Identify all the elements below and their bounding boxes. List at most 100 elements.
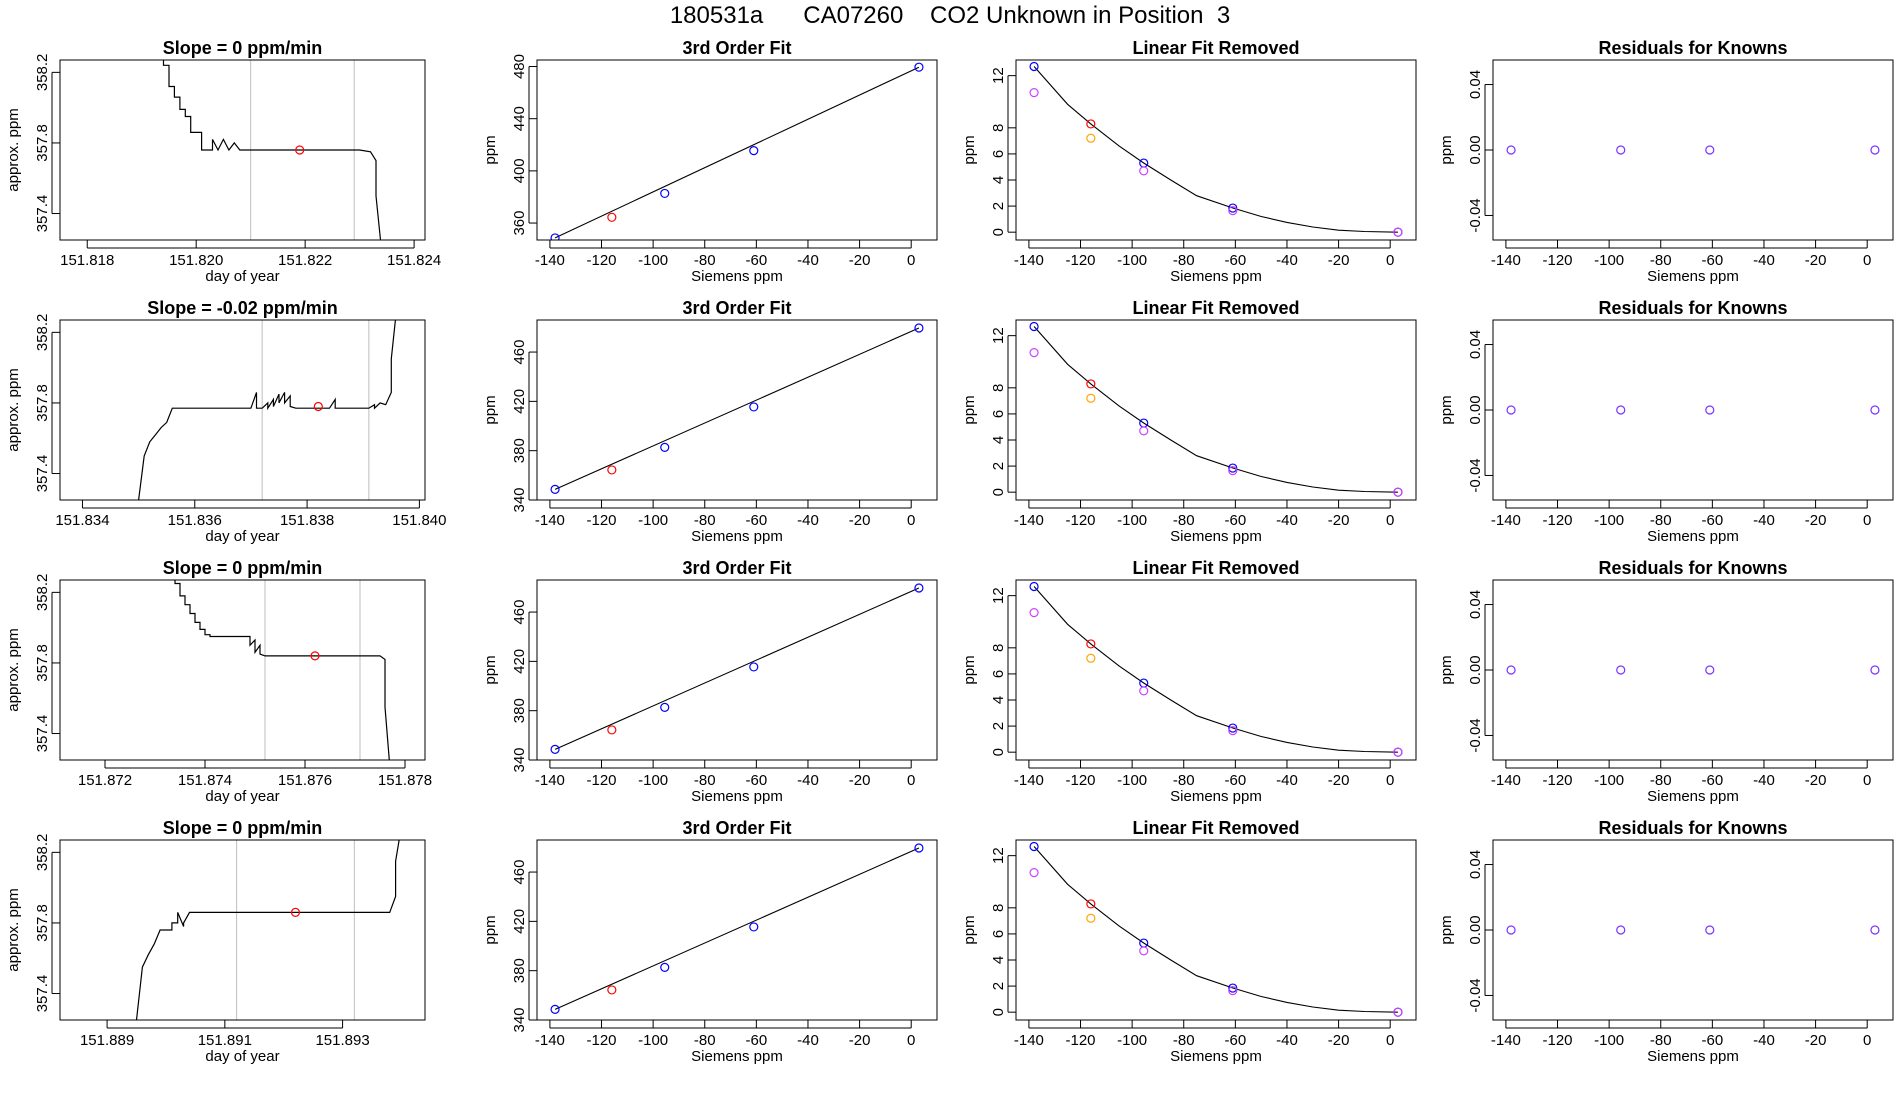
y-tick-label: 0.04 bbox=[1467, 330, 1484, 359]
y-tick-label: 400 bbox=[511, 158, 528, 183]
row1-residuals-panel: Residuals for Knowns -140 -120 -100 -80 -60 -4… bbox=[1438, 38, 1894, 285]
linear_point-point bbox=[1228, 986, 1238, 996]
residual-point bbox=[1870, 925, 1880, 935]
x-tick-label: -40 bbox=[1276, 512, 1298, 529]
fit-curve bbox=[1033, 66, 1398, 233]
y-tick-label: 0.00 bbox=[1467, 135, 1484, 164]
x-tick-label: -140 bbox=[535, 252, 565, 269]
row2-linear-removed-frame bbox=[1015, 319, 1417, 501]
linear_point-point bbox=[1393, 1007, 1403, 1017]
x-tick-label: -20 bbox=[1328, 772, 1350, 789]
y-tick-label: 340 bbox=[511, 747, 528, 772]
y-axis-label: ppm bbox=[1438, 395, 1455, 424]
linear_point-point bbox=[1029, 348, 1039, 358]
y-axis-label: approx. ppm bbox=[5, 108, 22, 191]
known-point bbox=[550, 1004, 560, 1014]
y-axis-label: ppm bbox=[482, 915, 499, 944]
x-tick-label: -140 bbox=[1014, 252, 1044, 269]
y-tick-label: 12 bbox=[990, 67, 1007, 84]
row3-fit-frame bbox=[536, 579, 938, 761]
x-tick-label: -80 bbox=[1650, 252, 1672, 269]
y-tick-label: 8 bbox=[990, 384, 1007, 392]
known-point bbox=[660, 442, 670, 452]
row4-fit-panel: 3rd Order Fit -140 -120 -100 -80 -60 -40 -20 0 Si… bbox=[482, 818, 938, 1065]
row1-linear-removed-data bbox=[1029, 61, 1403, 237]
row4-linear-removed-frame bbox=[1015, 839, 1417, 1021]
unknown-point bbox=[607, 725, 617, 735]
x-tick-label: -140 bbox=[1014, 772, 1044, 789]
row2-fit-title: 3rd Order Fit bbox=[682, 298, 791, 318]
x-tick-label: -100 bbox=[1117, 252, 1147, 269]
known-point bbox=[660, 962, 670, 972]
y-tick-label: 357.8 bbox=[34, 904, 51, 942]
x-tick-label: -20 bbox=[1328, 1032, 1350, 1049]
x-tick-label: -100 bbox=[638, 252, 668, 269]
unknown-point bbox=[607, 212, 617, 222]
known-point bbox=[914, 843, 924, 853]
x-tick-label: 151.893 bbox=[315, 1032, 369, 1049]
x-tick-label: -40 bbox=[1276, 772, 1298, 789]
y-tick-label: 340 bbox=[511, 1007, 528, 1032]
x-tick-label: 0 bbox=[1386, 252, 1394, 269]
mean-marker bbox=[313, 401, 323, 412]
row3-time-panel: Slope = 0 ppm/min 151.872 151.874 151.876 15… bbox=[5, 558, 432, 805]
x-tick-label: -140 bbox=[1491, 772, 1521, 789]
x-tick-label: -120 bbox=[1543, 252, 1573, 269]
x-tick-label: 151.878 bbox=[378, 772, 432, 789]
known-point bbox=[914, 583, 924, 593]
x-tick-label: 151.891 bbox=[198, 1032, 252, 1049]
x-tick-label: -40 bbox=[797, 1032, 819, 1049]
known-point bbox=[1029, 61, 1039, 72]
x-tick-label: -80 bbox=[694, 512, 716, 529]
x-tick-label: 151.874 bbox=[178, 772, 232, 789]
concentration-trace bbox=[162, 60, 382, 240]
row4-residuals-frame bbox=[1492, 839, 1894, 1021]
x-axis-label: day of year bbox=[205, 788, 279, 805]
x-tick-label: -80 bbox=[1650, 772, 1672, 789]
linear_point-point bbox=[1029, 608, 1039, 618]
x-tick-label: -60 bbox=[1702, 252, 1724, 269]
x-tick-label: -120 bbox=[587, 512, 617, 529]
x-tick-label: 0 bbox=[1386, 772, 1394, 789]
fit-curve bbox=[1033, 846, 1398, 1013]
unknown-point bbox=[607, 465, 617, 475]
fit-curve bbox=[554, 66, 920, 239]
row3-fit-title: 3rd Order Fit bbox=[682, 558, 791, 578]
x-tick-label: -140 bbox=[535, 772, 565, 789]
row1-residuals-frame bbox=[1492, 59, 1894, 241]
known-point bbox=[550, 744, 560, 754]
x-tick-label: -100 bbox=[1594, 252, 1624, 269]
row4-residuals-data bbox=[1506, 925, 1880, 935]
row2-residuals-data bbox=[1506, 405, 1880, 415]
row3-residuals-title: Residuals for Knowns bbox=[1598, 558, 1787, 578]
row4-linear-removed-panel: Linear Fit Removed -140 -120 -100 -80 -60 -40 -… bbox=[961, 818, 1417, 1065]
row4-residuals-title: Residuals for Knowns bbox=[1598, 818, 1787, 838]
y-tick-label: 2 bbox=[990, 462, 1007, 470]
x-tick-label: -80 bbox=[1173, 512, 1195, 529]
x-tick-label: -80 bbox=[1173, 1032, 1195, 1049]
linear_point-point bbox=[1228, 726, 1238, 736]
y-tick-label: 358.2 bbox=[34, 834, 51, 872]
x-tick-label: -120 bbox=[587, 1032, 617, 1049]
y-axis-label: approx. ppm bbox=[5, 368, 22, 451]
residual-point bbox=[1705, 665, 1715, 675]
x-tick-label: -80 bbox=[1173, 772, 1195, 789]
x-tick-label: -140 bbox=[1014, 512, 1044, 529]
x-tick-label: 151.840 bbox=[392, 512, 446, 529]
residual-point bbox=[1705, 145, 1715, 155]
x-tick-label: -60 bbox=[746, 252, 768, 269]
linear_point-point bbox=[1139, 426, 1149, 436]
y-tick-label: 357.8 bbox=[34, 124, 51, 162]
figure-title: 180531a CA07260 CO2 Unknown in Position … bbox=[669, 2, 1231, 29]
x-tick-label: -120 bbox=[1543, 512, 1573, 529]
x-axis-label: day of year bbox=[205, 528, 279, 545]
known-point bbox=[1228, 983, 1238, 993]
x-tick-label: -100 bbox=[638, 772, 668, 789]
y-tick-label: 0 bbox=[990, 228, 1007, 236]
row3-linear-removed-title: Linear Fit Removed bbox=[1132, 558, 1299, 578]
row4-linear-removed-title: Linear Fit Removed bbox=[1132, 818, 1299, 838]
unknown-point bbox=[1086, 379, 1096, 389]
row1-time-frame bbox=[59, 59, 426, 241]
y-tick-label: 4 bbox=[990, 696, 1007, 704]
